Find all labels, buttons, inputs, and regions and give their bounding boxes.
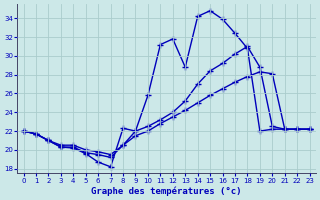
- X-axis label: Graphe des températures (°c): Graphe des températures (°c): [91, 186, 242, 196]
